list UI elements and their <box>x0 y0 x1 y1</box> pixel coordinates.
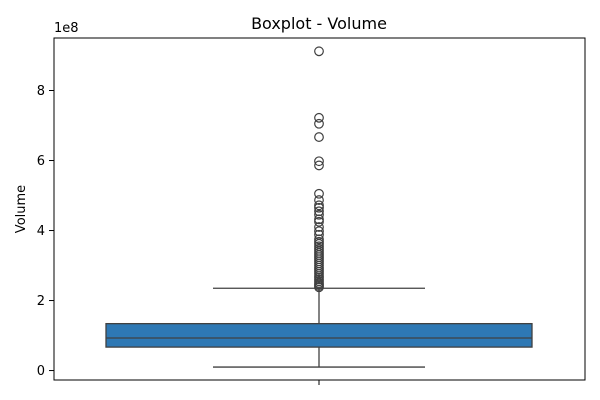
y-tick-label: 8 <box>37 84 45 99</box>
outlier-point <box>314 222 324 232</box>
chart-title: Boxplot - Volume <box>251 14 387 33</box>
outlier-point <box>314 216 324 227</box>
outlier-point <box>314 160 324 171</box>
y-tick-label: 0 <box>37 364 45 379</box>
box-series <box>105 287 533 368</box>
outlier-point <box>314 209 324 220</box>
iqr-box <box>105 322 533 348</box>
outlier-point <box>314 234 324 245</box>
outlier-point <box>314 200 324 211</box>
outlier-point <box>314 118 324 129</box>
outlier-point <box>314 156 324 167</box>
y-axis-label: Volume <box>14 185 29 233</box>
y-tick-label: 6 <box>37 154 45 169</box>
outlier-points <box>314 46 324 293</box>
outlier-point <box>314 195 324 205</box>
outlier-point <box>314 214 324 225</box>
outlier-point <box>314 112 324 123</box>
outlier-point <box>314 202 324 213</box>
outlier-point <box>314 132 324 142</box>
y-axis-scale-label: 1e8 <box>54 21 79 36</box>
y-tick-label: 2 <box>37 294 45 309</box>
y-tick-label: 4 <box>37 224 45 239</box>
outlier-point <box>314 46 324 57</box>
outlier-point <box>314 282 324 293</box>
y-axis-ticks: 0 2 4 6 8 <box>37 84 54 379</box>
outlier-point <box>314 188 324 199</box>
